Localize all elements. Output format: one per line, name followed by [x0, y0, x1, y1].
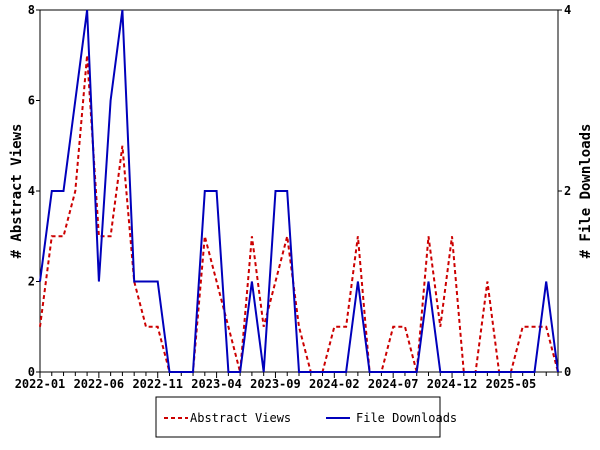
y-axis-title: # Abstract Views	[9, 124, 25, 259]
x-tick-label: 2024-02	[309, 377, 360, 391]
y-tick-label: 8	[28, 3, 35, 17]
x-tick-label: 2022-11	[132, 377, 183, 391]
y-tick-label: 6	[28, 94, 35, 108]
y2-tick-label: 4	[564, 3, 571, 17]
series-line-abstract-views	[39, 55, 559, 373]
y-tick-label: 0	[28, 365, 35, 379]
y2-tick-label: 0	[564, 365, 571, 379]
x-tick-label: 2025-05	[486, 377, 537, 391]
y-tick-label: 2	[28, 275, 35, 289]
x-tick-label: 2023-04	[191, 377, 242, 391]
y-tick-label: 4	[28, 184, 35, 198]
legend-box	[155, 396, 441, 438]
x-tick-label: 2022-01	[15, 377, 66, 391]
x-tick-label: 2024-07	[368, 377, 419, 391]
y2-axis-title: # File Downloads	[578, 124, 594, 259]
legend: Abstract Views File Downloads	[155, 396, 457, 438]
y2-tick-label: 2	[564, 184, 571, 198]
x-tick-label: 2023-09	[250, 377, 301, 391]
series-line-file-downloads	[39, 9, 559, 373]
x-tick-label: 2024-12	[427, 377, 478, 391]
x-tick-label: 2022-06	[74, 377, 125, 391]
legend-label-file-downloads: File Downloads	[356, 411, 457, 425]
legend-label-abstract-views: Abstract Views	[190, 411, 291, 425]
plot-frame	[39, 9, 559, 373]
